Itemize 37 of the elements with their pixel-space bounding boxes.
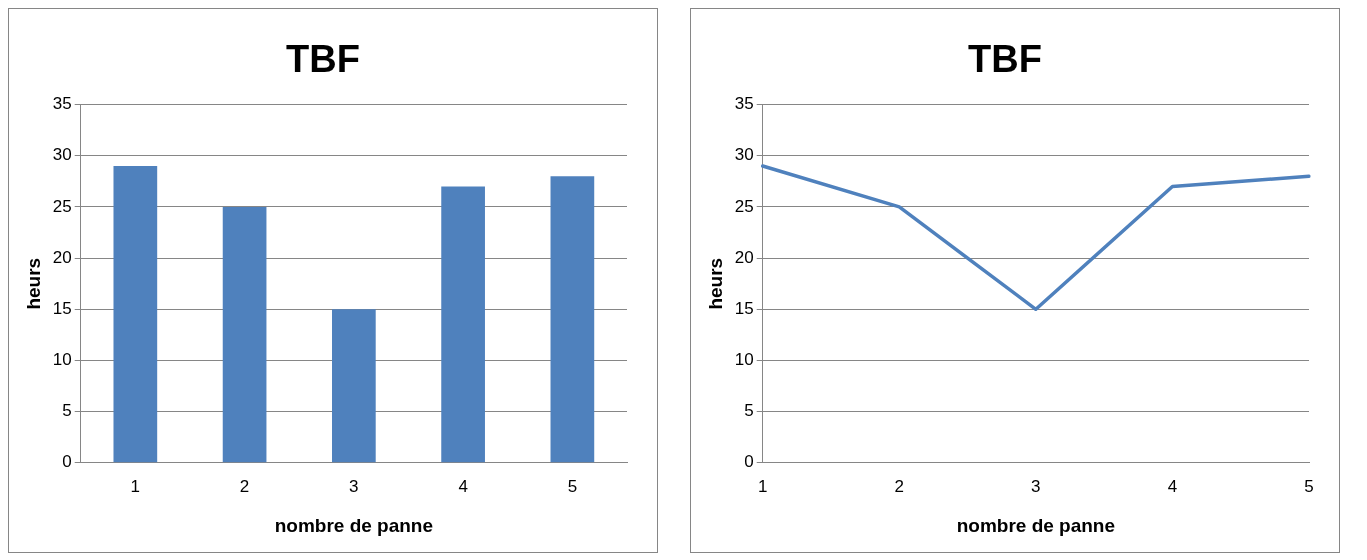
y-tick-label: 20 xyxy=(734,247,754,267)
y-tick-label: 30 xyxy=(734,145,754,165)
y-tick-label: 5 xyxy=(62,401,72,421)
x-tick-label: 3 xyxy=(1031,476,1041,496)
bar xyxy=(441,186,485,463)
chart-title: TBF xyxy=(286,38,360,81)
x-tick-label: 5 xyxy=(1304,476,1314,496)
y-tick-label: 0 xyxy=(744,452,754,472)
y-tick-label: 15 xyxy=(734,298,754,318)
bar xyxy=(222,206,267,463)
chart-title: TBF xyxy=(968,38,1042,81)
bar xyxy=(332,309,376,463)
y-tick-label: 35 xyxy=(52,94,72,114)
bar xyxy=(550,176,595,463)
x-tick-label: 4 xyxy=(1167,476,1178,496)
x-tick-label: 2 xyxy=(239,476,250,496)
y-tick-label: 25 xyxy=(734,196,754,216)
x-axis-title: nombre de panne xyxy=(274,514,434,536)
y-axis-title: heurs xyxy=(704,257,726,310)
y-tick-label: 20 xyxy=(52,247,72,267)
x-tick-label: 1 xyxy=(757,476,768,496)
y-tick-label: 35 xyxy=(734,94,754,114)
x-axis-title: nombre de panne xyxy=(956,514,1116,536)
y-tick-label: 30 xyxy=(52,145,72,165)
y-tick-label: 15 xyxy=(52,298,72,318)
x-tick-label: 4 xyxy=(458,476,468,496)
x-tick-label: 2 xyxy=(894,476,905,496)
y-axis-title: heurs xyxy=(22,257,44,310)
x-tick-label: 5 xyxy=(567,476,578,496)
y-tick-label: 10 xyxy=(52,350,72,370)
x-tick-label: 3 xyxy=(349,476,359,496)
y-tick-label: 10 xyxy=(734,350,754,370)
y-tick-label: 25 xyxy=(52,196,72,216)
y-tick-label: 5 xyxy=(744,401,754,421)
y-tick-label: 0 xyxy=(62,452,72,472)
bar xyxy=(113,166,158,463)
x-tick-label: 1 xyxy=(130,476,141,496)
